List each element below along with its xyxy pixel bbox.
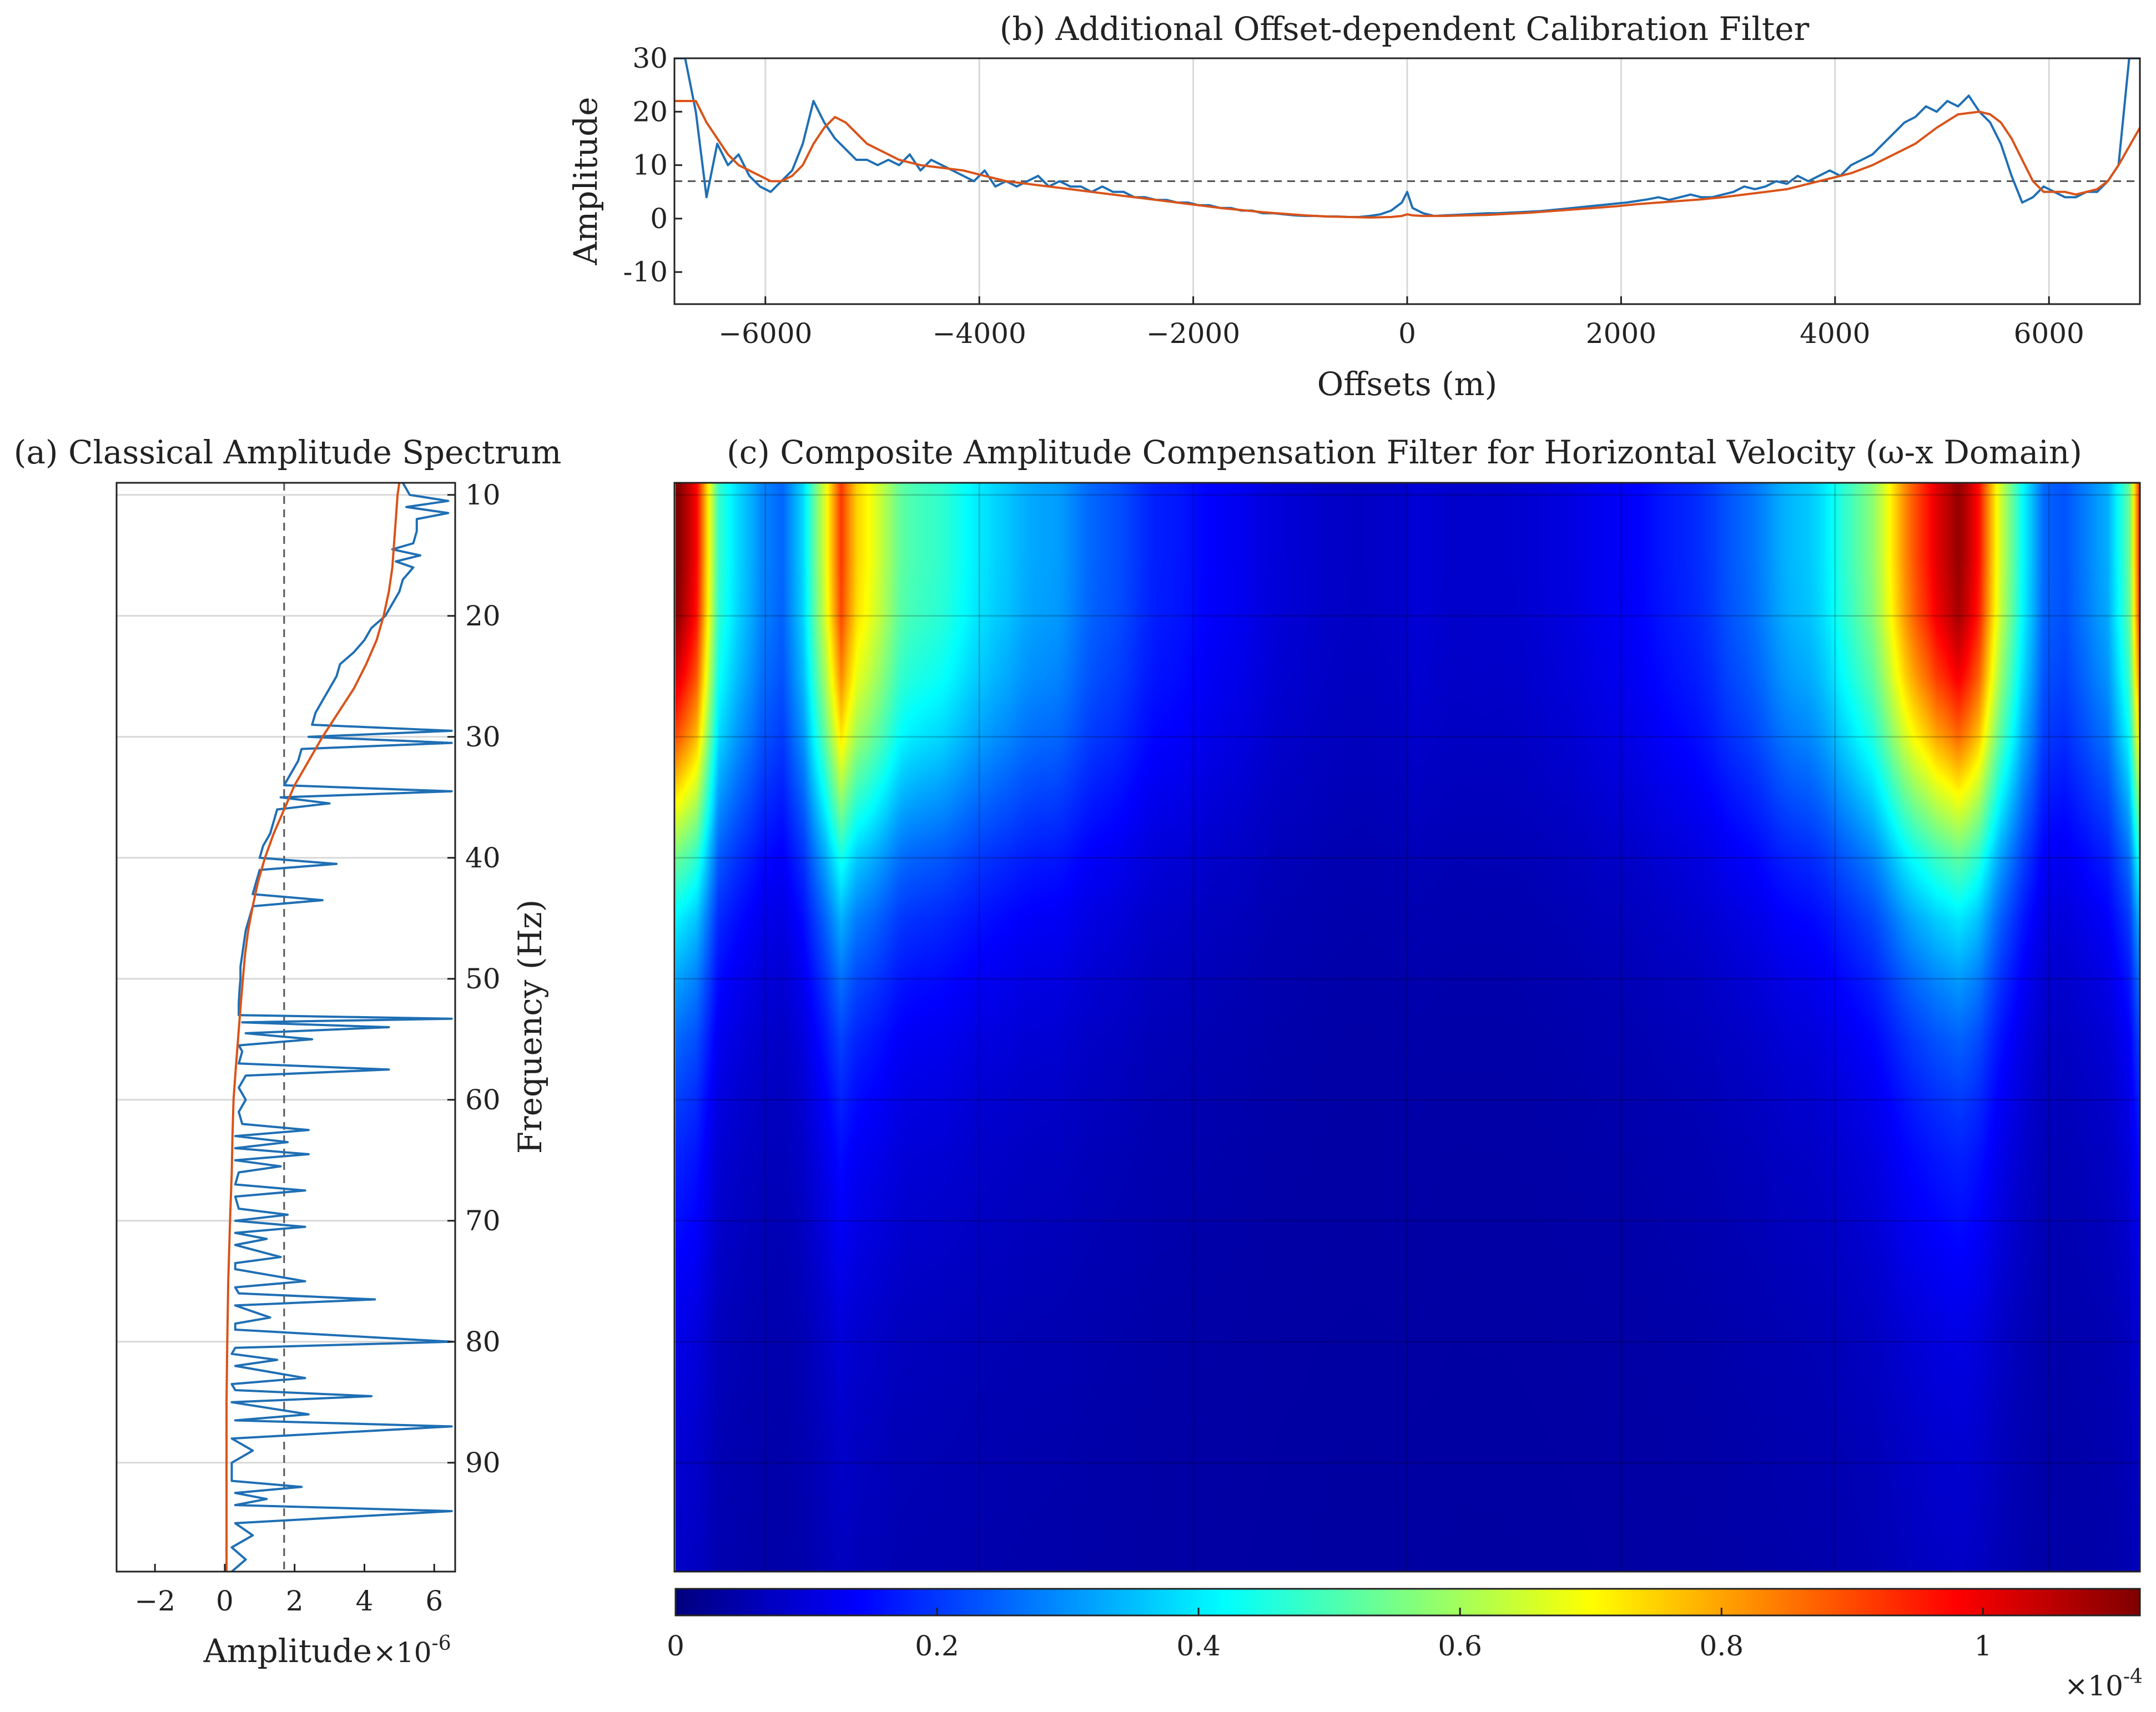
y-tick-label: 10: [632, 149, 668, 181]
panel-a-y-axis-label: Frequency (Hz): [511, 900, 549, 1154]
x-tick-label: 6000: [2014, 317, 2084, 350]
y-tick-label: 50: [465, 963, 501, 995]
panel-b: (b) Additional Offset-dependent Calibrat…: [567, 10, 2141, 403]
panel-b-x-ticks: −6000 −4000 −2000 0 2000 4000 6000: [718, 296, 2084, 350]
x-tick-label: −4000: [933, 317, 1026, 350]
colorbar-multiplier: ×10-4: [2064, 1665, 2143, 1702]
colorbar-tick-label: 0: [667, 1630, 684, 1662]
colorbar-tick-label: 0.2: [915, 1630, 959, 1662]
series-line-smoothed: [674, 100, 2140, 219]
y-tick-label: 40: [465, 842, 501, 874]
x-tick-label: 2000: [1586, 317, 1656, 350]
y-tick-label: 20: [465, 600, 501, 632]
y-tick-label: 20: [632, 95, 668, 128]
panel-c: (c) Composite Amplitude Compensation Fil…: [667, 433, 2143, 1702]
panel-c-frame: [673, 482, 2141, 1573]
panel-b-x-axis-label: Offsets (m): [1317, 365, 1498, 403]
colorbar-tick-label: 1: [1974, 1630, 1992, 1662]
x-tick-label: 2: [286, 1585, 304, 1617]
y-tick-label: 30: [465, 721, 501, 753]
y-tick-label: 70: [465, 1205, 501, 1237]
colorbar-tick-label: 0.6: [1438, 1630, 1482, 1662]
x-tick-label: −2: [134, 1585, 175, 1617]
colorbar-tick-label: 0.8: [1700, 1630, 1744, 1662]
y-tick-label: 0: [650, 203, 668, 235]
panel-c-heatmap: [676, 483, 2140, 1572]
x-tick-label: −2000: [1146, 317, 1240, 350]
panel-b-y-axis-label: Amplitude: [567, 97, 605, 265]
x-tick-label: 0: [216, 1585, 234, 1617]
colorbar-tick-label: 0.4: [1176, 1630, 1221, 1662]
x-tick-label: 4: [356, 1585, 374, 1617]
panel-a: (a) Classical Amplitude Spectrum −2 0 2 4 6 …: [14, 433, 562, 1670]
x-tick-label: 0: [1398, 317, 1416, 350]
panel-a-x-axis-multiplier: ×10-6: [373, 1632, 451, 1669]
x-tick-label: 4000: [1800, 317, 1870, 350]
y-tick-label: 30: [632, 42, 668, 74]
colorbar-ticks: 0 0.2 0.4 0.6 0.8 1: [667, 1608, 1992, 1662]
panel-a-x-axis-label: Amplitude: [203, 1632, 372, 1670]
y-tick-label: -10: [623, 256, 668, 288]
x-tick-label: 6: [425, 1585, 443, 1617]
y-tick-label: 80: [465, 1326, 501, 1358]
panel-a-x-ticks: −2 0 2 4 6: [134, 1564, 443, 1617]
y-tick-label: 90: [465, 1447, 501, 1479]
y-tick-label: 10: [465, 479, 501, 511]
series-line-measured-spectrum: [230, 483, 453, 1572]
panel-b-title: (b) Additional Offset-dependent Calibrat…: [1000, 10, 1810, 48]
series-line-measured: [674, 58, 2140, 218]
panel-a-frame: [115, 482, 456, 1573]
x-tick-label: −6000: [718, 317, 812, 350]
panel-a-series: [225, 483, 453, 1572]
series-line-smoothed-fit: [225, 483, 401, 1572]
colorbar-frame: [674, 1588, 2141, 1617]
panel-a-grid: [117, 494, 455, 1464]
panel-b-series: [674, 58, 2140, 219]
y-tick-label: 60: [465, 1084, 501, 1116]
panel-b-y-ticks: 30 20 10 0 -10: [623, 42, 682, 288]
panel-c-grid: [674, 483, 2140, 1572]
panel-a-y-ticks: 10 20 30 40 50 60 70 80 90: [447, 479, 501, 1479]
panel-c-title: (c) Composite Amplitude Compensation Fil…: [727, 433, 2082, 471]
panel-a-title: (a) Classical Amplitude Spectrum: [14, 433, 562, 471]
colorbar: [676, 1589, 2140, 1615]
